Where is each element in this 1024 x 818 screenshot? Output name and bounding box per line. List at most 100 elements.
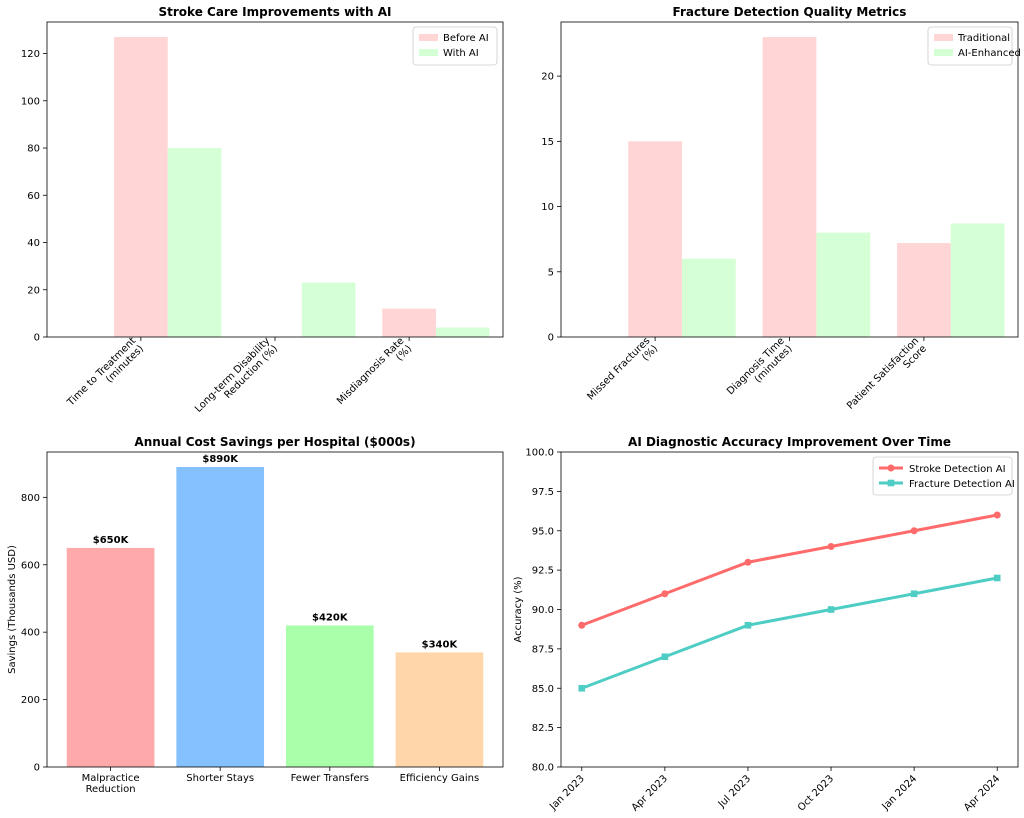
y-tick-label: 82.5 bbox=[532, 723, 554, 734]
data-point bbox=[827, 606, 835, 613]
bar bbox=[66, 547, 155, 767]
x-tick-label: Efficiency Gains bbox=[400, 773, 480, 784]
x-tick-label: Oct 2023 bbox=[796, 773, 836, 813]
bar-value-label: $420K bbox=[312, 612, 349, 623]
data-point bbox=[661, 590, 669, 598]
x-tick-label: Jul 2023 bbox=[716, 773, 753, 810]
y-tick-label: 40 bbox=[27, 238, 40, 249]
y-tick-label: 20 bbox=[27, 285, 40, 296]
bar-value-label: $340K bbox=[422, 639, 459, 650]
legend-swatch bbox=[934, 49, 953, 56]
data-point bbox=[744, 621, 752, 629]
y-tick-label: 80 bbox=[27, 144, 40, 155]
tick-line: Reduction bbox=[86, 784, 136, 795]
y-tick-label: 0 bbox=[34, 333, 40, 344]
y-tick-label: 600 bbox=[21, 560, 40, 571]
x-tick-line: Patient Satisfaction bbox=[845, 336, 921, 412]
y-axis-label: Accuracy (%) bbox=[513, 576, 524, 642]
legend-swatch bbox=[419, 49, 438, 56]
chart-panel-4: AI Diagnostic Accuracy Improvement Over … bbox=[513, 435, 1019, 814]
y-tick-label: 90.0 bbox=[532, 605, 554, 616]
bar-ai-enhanced bbox=[816, 232, 871, 337]
chart-title: Fracture Detection Quality Metrics bbox=[673, 5, 907, 19]
bar-value-label: $650K bbox=[93, 535, 130, 546]
chart-title: AI Diagnostic Accuracy Improvement Over … bbox=[628, 435, 951, 449]
legend-marker bbox=[887, 479, 895, 487]
bar-value-label: $890K bbox=[202, 454, 239, 465]
bar-traditional bbox=[628, 141, 682, 337]
x-tick-line: Long-term Disability bbox=[193, 336, 272, 415]
legend-label: Stroke Detection AI bbox=[909, 464, 1006, 475]
y-tick-label: 100 bbox=[21, 96, 40, 107]
chart-panel-3: Annual Cost Savings per Hospital ($000s)… bbox=[7, 435, 504, 795]
legend-swatch bbox=[934, 34, 953, 41]
axes-frame bbox=[46, 21, 504, 338]
bar-before-ai bbox=[114, 37, 168, 337]
y-tick-label: 0 bbox=[548, 333, 554, 344]
y-tick-label: 400 bbox=[21, 628, 40, 639]
legend-label: Traditional bbox=[957, 33, 1010, 44]
chart-panel-1: Stroke Care Improvements with AI 0 20 40 60 8… bbox=[21, 5, 504, 423]
y-tick-label: 200 bbox=[21, 695, 40, 706]
x-tick-label: Shorter Stays bbox=[186, 773, 254, 784]
legend-label: Fracture Detection AI bbox=[909, 479, 1015, 490]
y-tick-label: 800 bbox=[21, 493, 40, 504]
legend-label: Before AI bbox=[443, 33, 489, 44]
bar-with-ai bbox=[167, 148, 222, 337]
x-tick-label: Jan 2024 bbox=[880, 773, 920, 813]
x-tick-label: Missed Fractures(%) bbox=[585, 336, 660, 411]
chart-title: Annual Cost Savings per Hospital ($000s) bbox=[134, 435, 415, 449]
y-tick-label: 60 bbox=[27, 191, 40, 202]
y-tick-label: 20 bbox=[541, 72, 554, 83]
legend: Before AI With AI bbox=[412, 26, 498, 66]
y-tick-label: 95.0 bbox=[532, 526, 554, 537]
data-point bbox=[993, 574, 1001, 582]
x-tick-label: Long-term DisabilityReduction (%) bbox=[193, 336, 280, 423]
data-point bbox=[910, 527, 918, 535]
y-tick-label: 92.5 bbox=[532, 566, 554, 577]
data-point bbox=[827, 543, 835, 550]
legend-label: With AI bbox=[443, 48, 479, 59]
x-tick-line: Time to Treatment bbox=[65, 336, 138, 409]
chart-panel-2: Fracture Detection Quality Metrics 0 5 10 15… bbox=[541, 5, 1021, 420]
y-tick-label: 100.0 bbox=[525, 448, 554, 459]
x-tick-label: Patient SatisfactionScore bbox=[845, 336, 929, 420]
y-tick-label: 5 bbox=[548, 267, 554, 278]
data-point bbox=[993, 511, 1001, 519]
bar-traditional bbox=[762, 37, 817, 337]
legend-marker bbox=[887, 464, 895, 472]
x-tick-label: Malpractice Reduction bbox=[82, 773, 140, 795]
tick-line: Malpractice bbox=[82, 773, 140, 784]
x-tick-label: Diagnosis Time(minutes) bbox=[725, 335, 795, 405]
x-tick-label: Apr 2023 bbox=[630, 773, 670, 813]
y-tick-label: 120 bbox=[21, 49, 40, 60]
bar-traditional bbox=[897, 243, 951, 337]
x-tick-line: Missed Fractures bbox=[585, 336, 652, 403]
x-tick-label: Fewer Transfers bbox=[291, 773, 369, 784]
legend-swatch bbox=[419, 34, 438, 41]
axes-frame bbox=[560, 451, 1019, 768]
y-tick-label: 10 bbox=[541, 202, 554, 213]
bar bbox=[176, 467, 265, 767]
legend: Stroke Detection AI Fracture Detection AI bbox=[872, 456, 1015, 496]
x-tick-label: Time to Treatment(minutes) bbox=[65, 335, 146, 416]
data-point bbox=[578, 621, 586, 629]
legend: Traditional AI-Enhanced bbox=[927, 26, 1021, 66]
bar-before-ai bbox=[382, 308, 436, 337]
axes-frame bbox=[46, 451, 504, 768]
y-tick-label: 0 bbox=[34, 763, 40, 774]
data-point bbox=[578, 684, 586, 692]
data-point bbox=[661, 653, 669, 661]
bar-ai-enhanced bbox=[950, 223, 1005, 337]
series-line-stroke-detection-ai bbox=[581, 513, 998, 627]
y-tick-label: 80.0 bbox=[532, 763, 554, 774]
chart-title: Stroke Care Improvements with AI bbox=[159, 5, 392, 19]
x-tick-line: Misdiagnosis Rate bbox=[335, 336, 406, 407]
series-line-fracture-detection-ai bbox=[581, 576, 998, 690]
legend-label: AI-Enhanced bbox=[958, 48, 1021, 59]
y-axis-label: Savings (Thousands USD) bbox=[7, 545, 18, 674]
legend-box bbox=[872, 456, 1013, 496]
bar-ai-enhanced bbox=[681, 258, 736, 337]
bar-with-ai bbox=[435, 327, 490, 337]
